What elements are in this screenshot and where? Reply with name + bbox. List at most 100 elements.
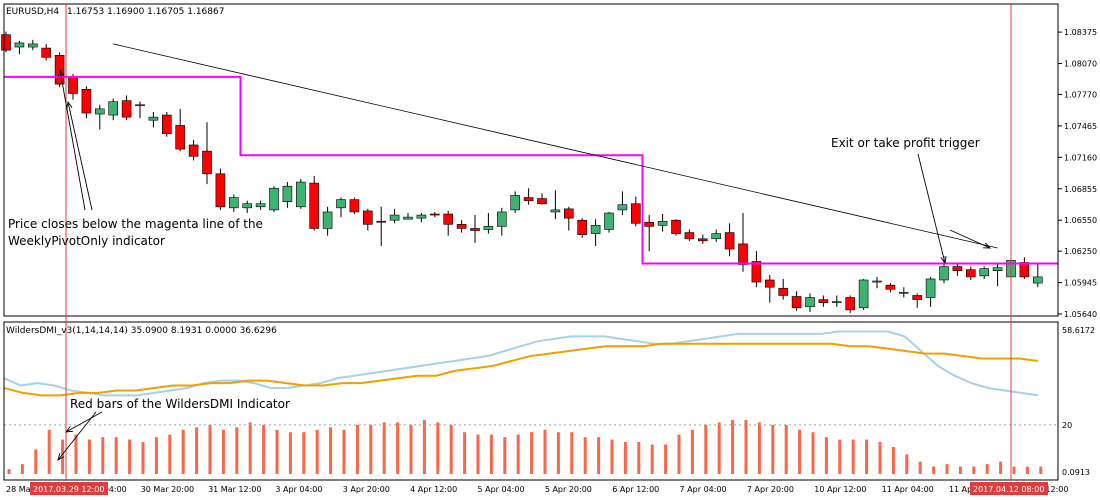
price-tick-label: 1.07465: [1064, 122, 1097, 131]
bull-candle: [831, 301, 842, 303]
time-label: 7 Apr 04:00: [680, 485, 727, 494]
bull-candle: [858, 279, 869, 309]
bear-candle: [41, 47, 52, 58]
bull-candle: [872, 280, 882, 283]
price-tick-label: 1.06550: [1064, 216, 1097, 225]
price-frame: [3, 3, 1059, 317]
price-tick-label: 1.08070: [1064, 60, 1097, 69]
bear-candle: [1019, 262, 1030, 278]
chart-header-ohlc: 1.16753 1.16900 1.16705 1.16867: [67, 7, 224, 17]
bull-candle: [242, 203, 252, 209]
price-tick-label: 1.07770: [1064, 90, 1097, 99]
bull-candle: [322, 211, 333, 229]
red-bars-note: Red bars of the WildersDMI Indicator: [70, 397, 290, 411]
bear-candle: [523, 197, 534, 201]
highlight-left-box: [30, 482, 108, 495]
indicator-chart[interactable]: [3, 330, 1058, 474]
bull-candle: [590, 225, 601, 234]
bear-candle: [630, 203, 641, 224]
indicator-header: WildersDMI_v3(1,14,14,14) 35.0900 8.1931…: [6, 326, 277, 336]
price-tick-label: 1.06855: [1064, 185, 1097, 194]
bear-candle: [724, 232, 735, 250]
bear-candle: [121, 100, 132, 118]
bear-candle: [764, 279, 775, 288]
bear-candle: [362, 210, 373, 225]
bull-candle: [805, 297, 815, 308]
bull-candle: [496, 211, 507, 227]
time-label: 4 Apr 12:00: [410, 485, 457, 494]
bear-candle: [162, 114, 172, 134]
price-note-arrow-1: [59, 69, 86, 211]
bear-candle: [684, 232, 695, 240]
bear-candle: [81, 89, 92, 114]
bull-candle: [898, 292, 909, 294]
price-tick-label: 1.08375: [1064, 28, 1097, 37]
price-tick-label: 1.05640: [1064, 310, 1097, 319]
bear-candle: [671, 219, 681, 234]
bear-candle: [470, 228, 480, 231]
bear-candle: [885, 284, 896, 290]
bull-candle: [925, 278, 936, 298]
red-bars-arrow-2-head: [57, 453, 65, 461]
bull-candle: [711, 233, 722, 240]
bear-candle: [778, 287, 789, 296]
bear-candle: [68, 76, 78, 94]
price-tick-label: 1.05945: [1064, 279, 1097, 288]
bull-candle: [269, 187, 279, 211]
bear-candle: [563, 208, 574, 219]
bull-candle: [992, 267, 1003, 272]
bear-candle: [738, 243, 748, 265]
time-label: 6 Apr 12:00: [612, 485, 659, 494]
bull-candle: [282, 185, 293, 202]
bull-candle: [510, 195, 521, 211]
bear-candle: [175, 125, 185, 150]
bear-candle: [791, 296, 802, 309]
bear-candle: [456, 224, 467, 229]
trendline-arrowhead: [949, 229, 991, 249]
indicator-tick-label: 58.6172: [1062, 326, 1095, 335]
bear-candle: [952, 266, 963, 272]
bear-candle: [644, 221, 655, 227]
bull-candle: [617, 204, 628, 211]
highlight-right-label: 2017.04.12 08:00: [973, 485, 1044, 494]
exit-note-arrow-head: [940, 256, 947, 265]
text-overlays: EURUSD,H4 1.16753 1.16900 1.16705 1.1686…: [6, 7, 980, 411]
time-label: 30 Mar 20:00: [141, 485, 194, 494]
bear-candle: [215, 173, 226, 208]
bear-candle: [577, 219, 588, 235]
price-note-arrow-2-head: [66, 100, 73, 109]
bull-candle: [1033, 276, 1043, 284]
bull-candle: [604, 212, 614, 230]
bull-candle: [939, 266, 949, 281]
bear-candle: [309, 182, 320, 229]
bear-candle: [697, 238, 708, 242]
bear-candle: [845, 297, 856, 311]
exit-note-arrow: [917, 153, 946, 264]
bull-candle: [416, 214, 427, 219]
highlight-right-box: [970, 482, 1048, 495]
bull-candle: [255, 203, 266, 208]
time-label: 3 Apr 04:00: [275, 485, 322, 494]
time-label: 31 Mar 12:00: [208, 485, 261, 494]
price-note-line1: Price closes below the magenta line of t…: [8, 217, 263, 231]
adx-line: [3, 342, 1039, 397]
red-bars-arrow-1-head: [64, 426, 74, 433]
bull-candle: [657, 220, 668, 226]
bear-candle: [443, 213, 454, 225]
bear-candle: [1, 34, 11, 51]
bull-candle: [27, 43, 38, 48]
bear-candle: [376, 220, 387, 223]
bear-candle: [537, 198, 547, 205]
time-label: 10 Apr 12:00: [814, 485, 866, 494]
bull-candle: [403, 216, 413, 220]
bull-candle: [135, 104, 145, 107]
red-bars-arrow-2: [57, 411, 97, 461]
bull-candle: [95, 108, 105, 115]
price-chart[interactable]: [1, 31, 1058, 313]
bull-candle: [550, 209, 561, 213]
bear-candle: [912, 295, 923, 300]
indicator-tick-label: 0.0913: [1062, 468, 1090, 477]
trendline-arrowhead-head: [982, 242, 992, 249]
price-tick-label: 1.07160: [1064, 153, 1097, 162]
